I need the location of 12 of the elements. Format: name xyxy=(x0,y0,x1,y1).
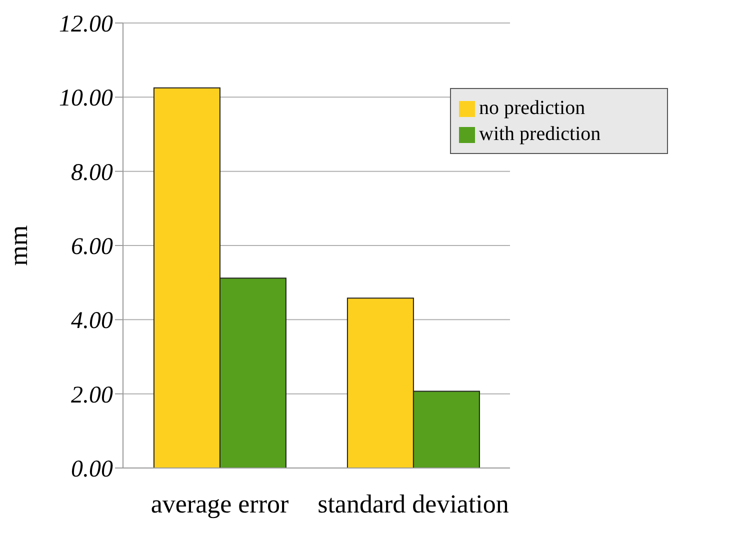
x-tick-label: standard deviation xyxy=(318,489,509,518)
y-tick-label: 0.00 xyxy=(71,456,113,483)
y-tick-label: 10.00 xyxy=(59,86,113,112)
y-tick-label: 6.00 xyxy=(71,234,113,260)
y-tick-label: 4.00 xyxy=(71,308,113,334)
legend-label: no prediction xyxy=(479,97,586,119)
y-axis-title: mm xyxy=(4,225,34,266)
x-tick-label: average error xyxy=(150,489,290,518)
legend-label: with prediction xyxy=(479,123,601,145)
y-tick-label: 8.00 xyxy=(71,160,113,186)
y-tick-label: 12.00 xyxy=(59,12,113,38)
y-tick-label: 2.00 xyxy=(71,382,113,408)
